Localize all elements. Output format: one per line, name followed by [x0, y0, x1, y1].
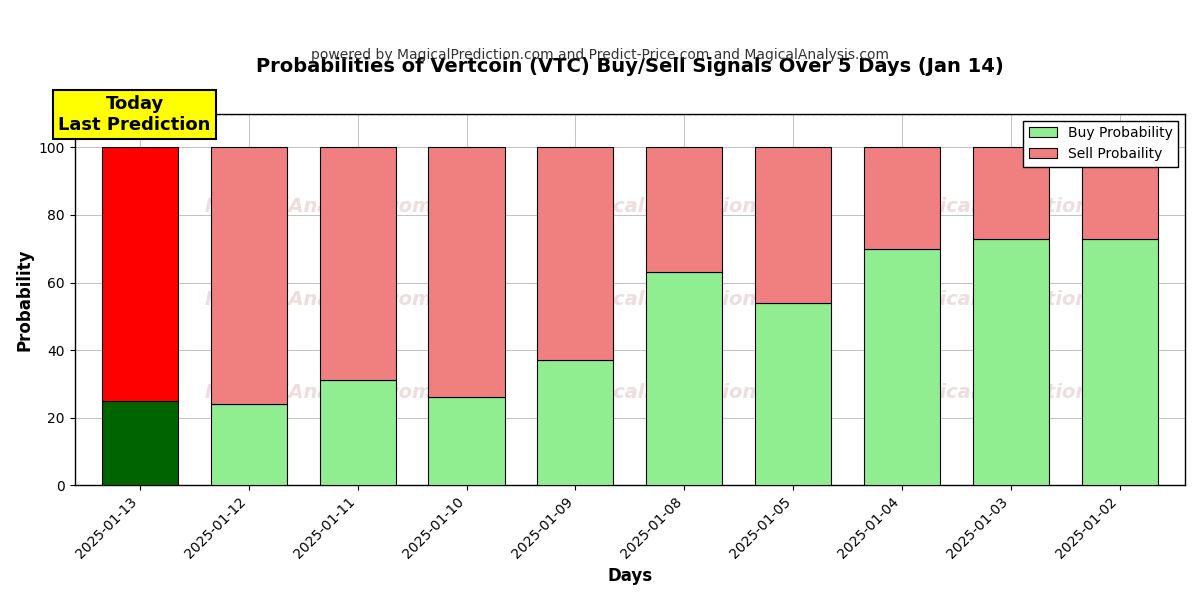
- Bar: [755, 148, 832, 303]
- Bar: [864, 249, 940, 485]
- Bar: [1081, 148, 1158, 239]
- Text: MagicalPrediction.com: MagicalPrediction.com: [894, 383, 1142, 402]
- Text: MagicalAnalysis.com: MagicalAnalysis.com: [205, 197, 433, 216]
- Text: MagicalAnalysis.com: MagicalAnalysis.com: [205, 383, 433, 402]
- Text: MagicalAnalysis.com: MagicalAnalysis.com: [205, 290, 433, 309]
- Bar: [1081, 239, 1158, 485]
- Text: MagicalPrediction.com: MagicalPrediction.com: [894, 290, 1142, 309]
- Bar: [755, 303, 832, 485]
- X-axis label: Days: Days: [607, 567, 653, 585]
- Bar: [211, 148, 287, 404]
- Bar: [428, 397, 505, 485]
- Text: powered by MagicalPrediction.com and Predict-Price.com and MagicalAnalysis.com: powered by MagicalPrediction.com and Pre…: [311, 48, 889, 62]
- Bar: [211, 404, 287, 485]
- Text: MagicalPrediction.com: MagicalPrediction.com: [560, 383, 810, 402]
- Bar: [428, 148, 505, 397]
- Bar: [646, 148, 722, 272]
- Bar: [319, 380, 396, 485]
- Bar: [973, 239, 1049, 485]
- Bar: [319, 148, 396, 380]
- Bar: [646, 272, 722, 485]
- Bar: [538, 148, 613, 360]
- Text: MagicalPrediction.com: MagicalPrediction.com: [560, 290, 810, 309]
- Legend: Buy Probability, Sell Probaility: Buy Probability, Sell Probaility: [1024, 121, 1178, 167]
- Bar: [102, 401, 178, 485]
- Text: MagicalPrediction.com: MagicalPrediction.com: [560, 197, 810, 216]
- Title: Probabilities of Vertcoin (VTC) Buy/Sell Signals Over 5 Days (Jan 14): Probabilities of Vertcoin (VTC) Buy/Sell…: [256, 57, 1003, 76]
- Bar: [538, 360, 613, 485]
- Bar: [864, 148, 940, 249]
- Text: Today
Last Prediction: Today Last Prediction: [59, 95, 211, 134]
- Text: MagicalPrediction.com: MagicalPrediction.com: [894, 197, 1142, 216]
- Bar: [102, 148, 178, 401]
- Bar: [973, 148, 1049, 239]
- Y-axis label: Probability: Probability: [16, 248, 34, 350]
